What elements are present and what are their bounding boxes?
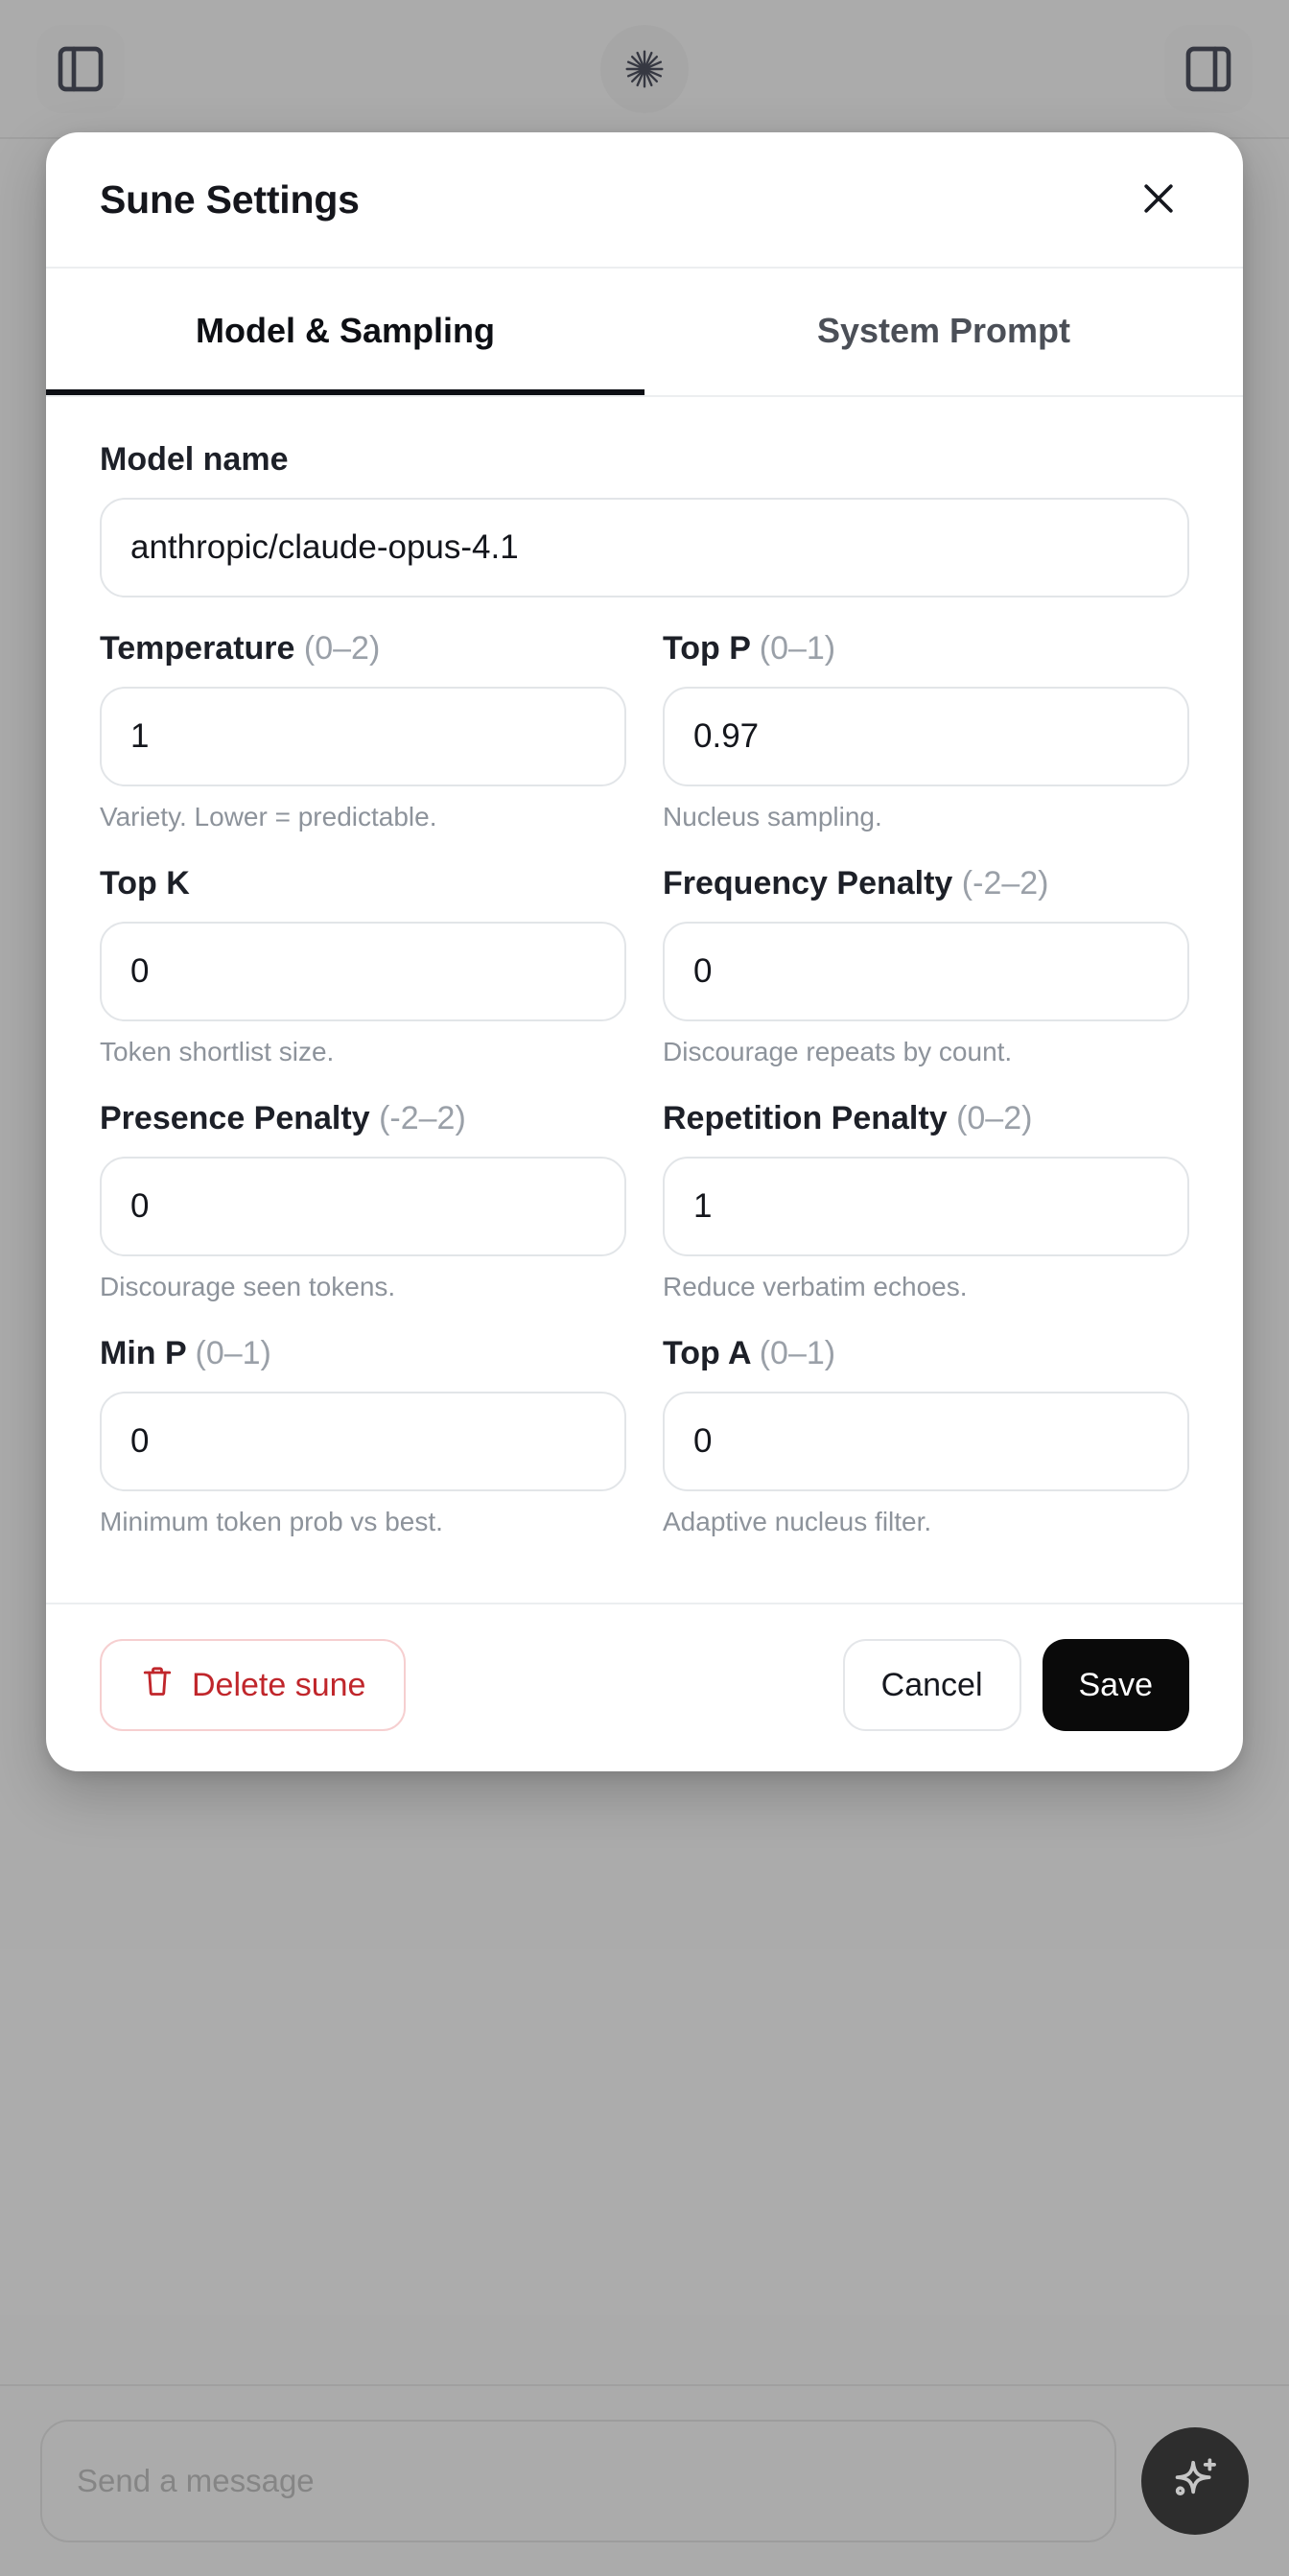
trash-icon <box>140 1664 175 1707</box>
presence-penalty-hint: Discourage seen tokens. <box>100 1272 396 1301</box>
temperature-range: (0–2) <box>303 630 381 667</box>
repetition-penalty-input[interactable] <box>663 1157 1189 1256</box>
row-presence-repetition: Presence Penalty (-2–2) Discourage seen … <box>100 1100 1189 1335</box>
panel-left-toggle-button[interactable] <box>36 24 125 113</box>
field-top-a: Top A (0–1) Adaptive nucleus filter. <box>663 1335 1189 1537</box>
dialog-title: Sune Settings <box>100 176 360 222</box>
top-k-label-text: Top K <box>100 865 190 902</box>
top-p-label: Top P (0–1) <box>663 630 1189 667</box>
composer-bar <box>0 2384 1289 2576</box>
presence-penalty-input[interactable] <box>100 1157 626 1256</box>
footer-actions: Cancel Save <box>842 1639 1189 1731</box>
frequency-penalty-hint: Discourage repeats by count. <box>663 1037 1013 1066</box>
field-repetition-penalty: Repetition Penalty (0–2) Reduce verbatim… <box>663 1100 1189 1302</box>
min-p-range: (0–1) <box>195 1335 271 1371</box>
save-button[interactable]: Save <box>1042 1639 1189 1731</box>
panel-right-icon <box>1182 42 1235 96</box>
field-frequency-penalty: Frequency Penalty (-2–2) Discourage repe… <box>663 865 1189 1067</box>
field-presence-penalty: Presence Penalty (-2–2) Discourage seen … <box>100 1100 626 1302</box>
top-k-hint: Token shortlist size. <box>100 1037 335 1066</box>
presence-penalty-label: Presence Penalty (-2–2) <box>100 1100 626 1137</box>
sune-starburst-button[interactable] <box>600 24 689 113</box>
dialog-footer: Delete sune Cancel Save <box>46 1603 1243 1771</box>
field-temperature: Temperature (0–2) Variety. Lower = predi… <box>100 630 626 832</box>
min-p-input[interactable] <box>100 1392 626 1491</box>
top-p-label-text: Top P <box>663 630 751 667</box>
row-minp-topa: Min P (0–1) Minimum token prob vs best. … <box>100 1335 1189 1570</box>
field-top-p: Top P (0–1) Nucleus sampling. <box>663 630 1189 832</box>
row-topk-frequency: Top K Token shortlist size. Frequency Pe… <box>100 865 1189 1100</box>
top-a-label: Top A (0–1) <box>663 1335 1189 1372</box>
field-top-k: Top K Token shortlist size. <box>100 865 626 1067</box>
top-p-hint: Nucleus sampling. <box>663 802 882 831</box>
row-temperature-topp: Temperature (0–2) Variety. Lower = predi… <box>100 630 1189 865</box>
tab-system-prompt[interactable]: System Prompt <box>644 269 1243 395</box>
sparkle-icon <box>1168 2453 1222 2510</box>
dialog-header: Sune Settings <box>46 132 1243 269</box>
top-p-input[interactable] <box>663 687 1189 786</box>
top-k-input[interactable] <box>100 922 626 1021</box>
top-a-range: (0–1) <box>759 1335 836 1371</box>
repetition-penalty-label: Repetition Penalty (0–2) <box>663 1100 1189 1137</box>
min-p-label-text: Min P <box>100 1335 187 1371</box>
temperature-input[interactable] <box>100 687 626 786</box>
top-a-label-text: Top A <box>663 1335 751 1371</box>
top-a-input[interactable] <box>663 1392 1189 1491</box>
sune-settings-dialog: Sune Settings Model & Sampling System Pr… <box>46 132 1243 1771</box>
temperature-hint: Variety. Lower = predictable. <box>100 802 437 831</box>
delete-sune-label: Delete sune <box>192 1666 366 1703</box>
min-p-hint: Minimum token prob vs best. <box>100 1507 443 1536</box>
field-model-name: Model name <box>100 441 1189 597</box>
top-bar <box>0 0 1289 139</box>
frequency-penalty-label: Frequency Penalty (-2–2) <box>663 865 1189 902</box>
top-k-label: Top K <box>100 865 626 902</box>
top-p-range: (0–1) <box>759 630 836 667</box>
panel-left-icon <box>54 42 107 96</box>
temperature-label: Temperature (0–2) <box>100 630 626 667</box>
model-name-label-text: Model name <box>100 441 289 478</box>
close-icon <box>1137 177 1180 222</box>
frequency-penalty-input[interactable] <box>663 922 1189 1021</box>
top-a-hint: Adaptive nucleus filter. <box>663 1507 932 1536</box>
dialog-body: Model name Temperature (0–2) Variety. Lo… <box>46 397 1243 1603</box>
frequency-penalty-range: (-2–2) <box>961 865 1049 902</box>
panel-right-toggle-button[interactable] <box>1164 24 1253 113</box>
close-dialog-button[interactable] <box>1128 169 1189 230</box>
repetition-penalty-label-text: Repetition Penalty <box>663 1100 948 1136</box>
delete-sune-button[interactable]: Delete sune <box>100 1639 407 1731</box>
min-p-label: Min P (0–1) <box>100 1335 626 1372</box>
model-name-input[interactable] <box>100 498 1189 597</box>
dialog-tabs: Model & Sampling System Prompt <box>46 269 1243 397</box>
frequency-penalty-label-text: Frequency Penalty <box>663 865 953 902</box>
cancel-button[interactable]: Cancel <box>842 1639 1021 1731</box>
tab-model-and-sampling[interactable]: Model & Sampling <box>46 269 644 395</box>
model-name-label: Model name <box>100 441 1189 479</box>
repetition-penalty-hint: Reduce verbatim echoes. <box>663 1272 968 1301</box>
message-input[interactable] <box>40 2420 1116 2542</box>
field-min-p: Min P (0–1) Minimum token prob vs best. <box>100 1335 626 1537</box>
temperature-label-text: Temperature <box>100 630 295 667</box>
presence-penalty-range: (-2–2) <box>379 1100 466 1136</box>
send-button[interactable] <box>1141 2427 1249 2535</box>
presence-penalty-label-text: Presence Penalty <box>100 1100 370 1136</box>
starburst-icon <box>623 48 666 90</box>
repetition-penalty-range: (0–2) <box>956 1100 1033 1136</box>
